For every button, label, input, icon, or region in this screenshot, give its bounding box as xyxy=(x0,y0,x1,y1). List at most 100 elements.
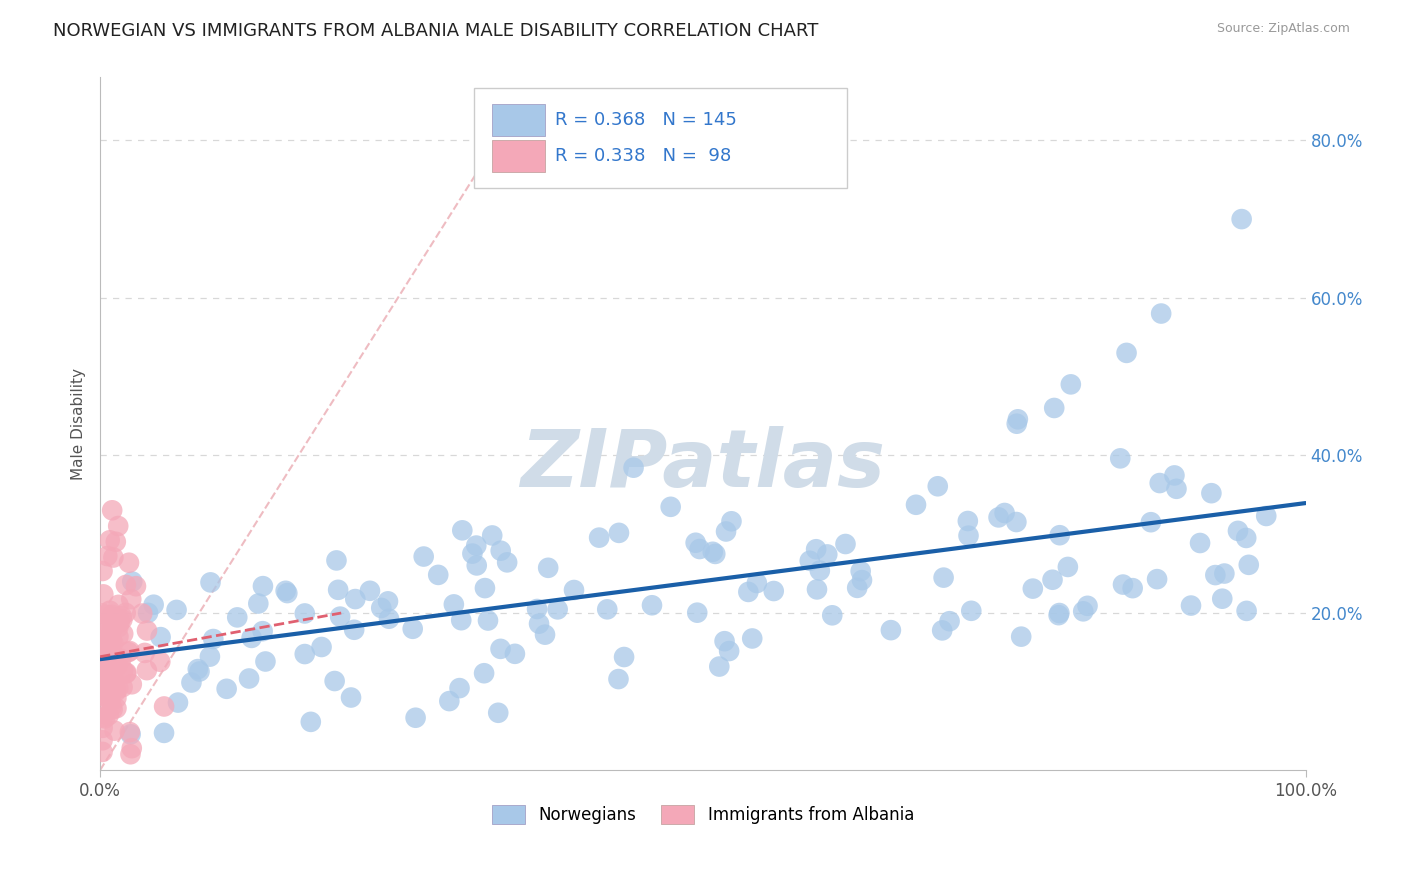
Point xyxy=(449,681,471,695)
Point xyxy=(188,665,211,679)
Point xyxy=(91,658,114,673)
Point xyxy=(562,582,585,597)
Point xyxy=(101,611,124,625)
FancyBboxPatch shape xyxy=(492,140,546,172)
Point xyxy=(526,602,548,616)
Point xyxy=(121,677,143,691)
Point xyxy=(134,646,156,660)
Point xyxy=(815,548,838,562)
Point xyxy=(91,671,114,685)
Point xyxy=(240,631,263,645)
Point xyxy=(834,537,856,551)
Point xyxy=(136,624,159,638)
Point xyxy=(93,646,115,660)
Point xyxy=(720,514,742,528)
Point xyxy=(112,663,135,677)
Point xyxy=(94,651,117,665)
Point xyxy=(405,711,427,725)
Point xyxy=(91,627,114,641)
Point xyxy=(328,582,350,597)
Point xyxy=(97,668,120,682)
Point xyxy=(104,685,127,699)
Point xyxy=(101,667,124,681)
Point xyxy=(1226,524,1249,538)
Point xyxy=(931,624,953,638)
Point xyxy=(1256,508,1278,523)
Point xyxy=(1005,515,1028,529)
Point xyxy=(689,541,711,556)
Point xyxy=(98,533,121,548)
Point xyxy=(1022,582,1045,596)
Point xyxy=(799,554,821,568)
Point xyxy=(1166,482,1188,496)
Point xyxy=(1204,568,1226,582)
Point xyxy=(115,666,138,681)
Point xyxy=(93,684,115,698)
Point xyxy=(503,647,526,661)
Point xyxy=(1211,591,1233,606)
Point xyxy=(1109,451,1132,466)
Point xyxy=(198,649,221,664)
Point xyxy=(180,675,202,690)
Point xyxy=(987,510,1010,524)
Point xyxy=(105,659,128,673)
Point xyxy=(534,628,557,642)
Point xyxy=(91,666,114,681)
Point xyxy=(938,614,960,628)
Point xyxy=(1057,560,1080,574)
Point xyxy=(957,529,980,543)
Point xyxy=(91,679,114,693)
Point xyxy=(1230,212,1253,227)
Point xyxy=(226,610,249,624)
Point xyxy=(427,567,450,582)
Point xyxy=(96,634,118,648)
Point xyxy=(98,604,121,618)
Point xyxy=(994,506,1017,520)
Point xyxy=(714,524,737,539)
Point xyxy=(1146,572,1168,586)
Point xyxy=(108,613,131,627)
Point xyxy=(846,581,869,595)
Point xyxy=(149,630,172,644)
Point xyxy=(215,681,238,696)
Point xyxy=(1122,581,1144,595)
Point xyxy=(806,582,828,597)
Point xyxy=(486,706,509,720)
Point xyxy=(91,710,114,724)
Point xyxy=(91,648,114,662)
Point xyxy=(107,630,129,644)
Point xyxy=(1005,417,1028,431)
Point xyxy=(142,598,165,612)
Point xyxy=(905,498,928,512)
Point xyxy=(107,620,129,634)
Point xyxy=(98,654,121,668)
Point xyxy=(737,585,759,599)
Point xyxy=(1237,558,1260,572)
Point xyxy=(402,622,425,636)
Point xyxy=(117,645,139,659)
Point xyxy=(465,558,488,573)
Point xyxy=(121,741,143,756)
Point xyxy=(107,681,129,696)
Point xyxy=(108,615,131,629)
Point xyxy=(111,680,134,694)
Point xyxy=(537,561,560,575)
Text: Source: ZipAtlas.com: Source: ZipAtlas.com xyxy=(1216,22,1350,36)
Point xyxy=(100,633,122,648)
Point xyxy=(1042,573,1064,587)
Point xyxy=(340,690,363,705)
Point xyxy=(451,524,474,538)
Point xyxy=(98,640,121,655)
Point xyxy=(104,674,127,689)
Point xyxy=(111,613,134,627)
Point xyxy=(1115,346,1137,360)
Point xyxy=(596,602,619,616)
Point xyxy=(344,592,367,607)
Point xyxy=(100,656,122,670)
Point xyxy=(200,575,222,590)
Point xyxy=(114,606,136,620)
Point xyxy=(125,579,148,593)
Point xyxy=(489,543,512,558)
Text: R = 0.368   N = 145: R = 0.368 N = 145 xyxy=(554,111,737,128)
Point xyxy=(808,564,831,578)
